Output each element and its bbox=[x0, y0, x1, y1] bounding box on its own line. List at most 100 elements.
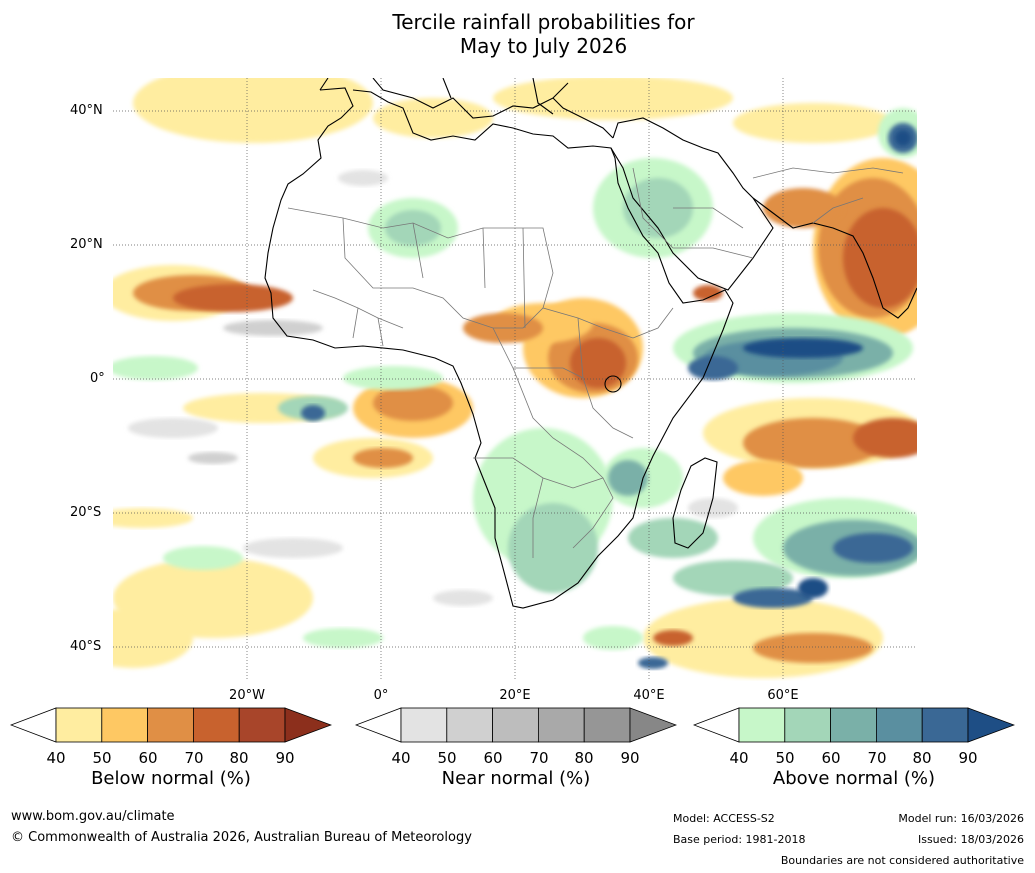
colorbar-swatch bbox=[784, 707, 832, 743]
colorbar-above-tick-90: 90 bbox=[958, 749, 978, 767]
lat-label-40s: 40°S bbox=[70, 639, 102, 654]
colorbar-swatch bbox=[101, 707, 149, 743]
colorbar-above-tick-80: 80 bbox=[912, 749, 932, 767]
model-label: Model: ACCESS-S2 bbox=[673, 812, 775, 825]
colorbar-near-tick-90: 90 bbox=[620, 749, 640, 767]
near-normal-region bbox=[338, 170, 388, 186]
below-normal-region bbox=[113, 608, 193, 668]
title-line-1: Tercile rainfall probabilities for bbox=[392, 10, 695, 34]
near-normal-region bbox=[223, 320, 323, 336]
below-normal-region bbox=[753, 633, 873, 663]
above-normal-region bbox=[638, 657, 668, 669]
above-normal-region bbox=[508, 503, 598, 593]
colorbar-high-extend bbox=[284, 707, 333, 743]
near-normal-region bbox=[688, 498, 738, 518]
lat-label-20n: 20°N bbox=[70, 237, 103, 252]
issued-label: Issued: 18/03/2026 bbox=[917, 833, 1024, 846]
colorbar-high-extend bbox=[967, 707, 1016, 743]
lon-label-20e: 20°E bbox=[499, 688, 531, 703]
above-normal-region bbox=[303, 628, 383, 648]
colorbar-above-swatches bbox=[692, 707, 1016, 743]
disclaimer-text: Boundaries are not considered authoritat… bbox=[780, 854, 1024, 867]
colorbar-high-extend bbox=[629, 707, 678, 743]
below-normal-region bbox=[373, 385, 453, 421]
colorbar-below-tick-60: 60 bbox=[138, 749, 158, 767]
country-borders bbox=[287, 167, 904, 558]
below-normal-region bbox=[353, 448, 413, 468]
colorbar-above: 40 50 60 70 80 90 Above normal (%) bbox=[692, 706, 1016, 796]
lon-label-20w: 20°W bbox=[229, 688, 265, 703]
colorbar-below: 40 50 60 70 80 90 Below normal (%) bbox=[9, 706, 333, 796]
above-normal-region bbox=[743, 338, 863, 358]
colorbar-swatch bbox=[875, 707, 923, 743]
colorbar-below-tick-90: 90 bbox=[275, 749, 295, 767]
above-normal-region bbox=[163, 546, 243, 570]
lon-label-0: 0° bbox=[373, 688, 389, 703]
model-run-label: Model run: 16/03/2026 bbox=[898, 812, 1024, 825]
colorbar-near: 40 50 60 70 80 90 Near normal (%) bbox=[354, 706, 678, 796]
below-normal-region bbox=[743, 418, 883, 468]
below-normal-region bbox=[113, 508, 193, 528]
below-normal-region bbox=[133, 78, 373, 143]
probability-fields bbox=[113, 78, 917, 678]
near-normal-region bbox=[433, 590, 493, 606]
colorbar-swatch bbox=[492, 707, 539, 743]
colorbar-low-extend bbox=[9, 707, 57, 743]
near-normal-region bbox=[243, 538, 343, 558]
rainfall-probability-map bbox=[113, 78, 917, 681]
lon-label-40e: 40°E bbox=[633, 688, 665, 703]
base-period-label: Base period: 1981-2018 bbox=[673, 833, 806, 846]
title-line-2: May to July 2026 bbox=[459, 34, 628, 58]
website-link[interactable]: www.bom.gov.au/climate bbox=[11, 809, 175, 824]
below-normal-region bbox=[853, 418, 917, 458]
colorbar-swatch bbox=[400, 707, 448, 743]
colorbar-above-tick-60: 60 bbox=[821, 749, 841, 767]
above-normal-region bbox=[343, 366, 443, 390]
near-normal-region bbox=[128, 418, 218, 438]
graticule bbox=[113, 78, 917, 681]
colorbar-above-tick-40: 40 bbox=[729, 749, 749, 767]
colorbar-above-tick-50: 50 bbox=[775, 749, 795, 767]
colorbar-near-tick-40: 40 bbox=[391, 749, 411, 767]
colorbar-swatch bbox=[147, 707, 194, 743]
below-normal-region bbox=[763, 188, 843, 228]
above-normal-region bbox=[688, 356, 738, 380]
above-normal-region bbox=[623, 178, 693, 238]
colorbar-swatch bbox=[446, 707, 494, 743]
chart-title: Tercile rainfall probabilities for May t… bbox=[0, 10, 1035, 58]
lat-label-20s: 20°S bbox=[70, 505, 102, 520]
above-normal-region bbox=[583, 626, 643, 650]
lat-label-0: 0° bbox=[90, 371, 105, 386]
copyright-text: © Commonwealth of Australia 2026, Austra… bbox=[11, 830, 472, 845]
colorbar-below-tick-80: 80 bbox=[229, 749, 249, 767]
colorbar-swatch bbox=[583, 707, 631, 743]
colorbar-swatch bbox=[537, 707, 585, 743]
below-normal-region bbox=[693, 285, 723, 301]
colorbar-swatch bbox=[55, 707, 103, 743]
above-normal-region bbox=[798, 578, 828, 598]
colorbar-below-tick-50: 50 bbox=[92, 749, 112, 767]
lon-label-60e: 60°E bbox=[767, 688, 799, 703]
below-normal-region bbox=[493, 78, 733, 120]
below-normal-region bbox=[653, 630, 693, 646]
colorbar-below-swatches bbox=[9, 707, 333, 743]
above-normal-region bbox=[385, 210, 441, 246]
above-normal-region bbox=[673, 560, 793, 596]
colorbar-near-swatches bbox=[354, 707, 678, 743]
below-normal-region bbox=[733, 103, 893, 143]
colorbar-below-title: Below normal (%) bbox=[91, 768, 251, 789]
above-normal-region bbox=[113, 356, 198, 380]
colorbar-near-title: Near normal (%) bbox=[441, 768, 591, 789]
below-normal-region bbox=[173, 284, 293, 312]
above-normal-region bbox=[733, 588, 813, 608]
colorbar-near-tick-70: 70 bbox=[529, 749, 549, 767]
colorbar-swatch bbox=[192, 707, 240, 743]
below-normal-region bbox=[723, 460, 803, 496]
above-normal-region bbox=[895, 130, 911, 146]
below-normal-region bbox=[570, 338, 626, 388]
colorbar-below-tick-40: 40 bbox=[46, 749, 66, 767]
colorbar-low-extend bbox=[692, 707, 740, 743]
colorbar-swatch bbox=[830, 707, 877, 743]
colorbar-low-extend bbox=[354, 707, 402, 743]
above-normal-region bbox=[628, 518, 718, 558]
